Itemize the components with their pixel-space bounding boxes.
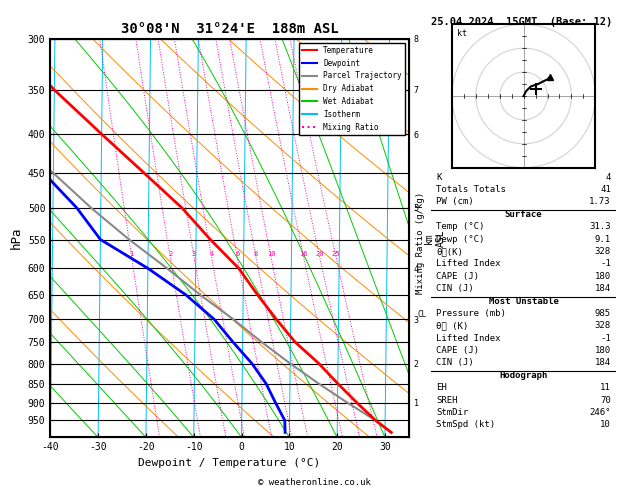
Text: kt: kt — [457, 29, 467, 38]
Text: 70: 70 — [600, 396, 611, 405]
Text: Lifted Index: Lifted Index — [437, 260, 501, 268]
Text: PW (cm): PW (cm) — [437, 197, 474, 207]
Text: 10: 10 — [267, 251, 276, 257]
Text: CAPE (J): CAPE (J) — [437, 346, 479, 355]
Text: 1: 1 — [130, 251, 134, 257]
Text: 180: 180 — [595, 346, 611, 355]
Text: 2: 2 — [168, 251, 172, 257]
Text: Mixing Ratio (g/kg): Mixing Ratio (g/kg) — [416, 192, 425, 294]
Text: 985: 985 — [595, 309, 611, 318]
Text: Most Unstable: Most Unstable — [489, 296, 559, 306]
Text: 6: 6 — [235, 251, 239, 257]
Y-axis label: hPa: hPa — [9, 227, 22, 249]
Text: 9.1: 9.1 — [595, 235, 611, 243]
Text: Lifted Index: Lifted Index — [437, 334, 501, 343]
Text: EH: EH — [437, 383, 447, 392]
Text: θᴇ (K): θᴇ (K) — [437, 321, 469, 330]
Text: CL: CL — [418, 310, 426, 319]
Text: 41: 41 — [600, 185, 611, 194]
Text: 4: 4 — [209, 251, 214, 257]
Text: Dewp (°C): Dewp (°C) — [437, 235, 485, 243]
Text: SREH: SREH — [437, 396, 458, 405]
Text: 3: 3 — [192, 251, 196, 257]
Text: Pressure (mb): Pressure (mb) — [437, 309, 506, 318]
Legend: Temperature, Dewpoint, Parcel Trajectory, Dry Adiabat, Wet Adiabat, Isotherm, Mi: Temperature, Dewpoint, Parcel Trajectory… — [299, 43, 405, 135]
Text: -1: -1 — [600, 260, 611, 268]
Text: Totals Totals: Totals Totals — [437, 185, 506, 194]
Text: Hodograph: Hodograph — [499, 371, 548, 380]
Text: 10: 10 — [600, 420, 611, 430]
Text: 328: 328 — [595, 247, 611, 256]
Text: CAPE (J): CAPE (J) — [437, 272, 479, 281]
Text: 246°: 246° — [589, 408, 611, 417]
Text: StmSpd (kt): StmSpd (kt) — [437, 420, 496, 430]
Text: 1.73: 1.73 — [589, 197, 611, 207]
Text: StmDir: StmDir — [437, 408, 469, 417]
Text: θᴇ(K): θᴇ(K) — [437, 247, 464, 256]
Title: 30°08'N  31°24'E  188m ASL: 30°08'N 31°24'E 188m ASL — [121, 22, 338, 36]
Text: 11: 11 — [600, 383, 611, 392]
Text: 328: 328 — [595, 321, 611, 330]
Text: Surface: Surface — [505, 210, 542, 219]
X-axis label: Dewpoint / Temperature (°C): Dewpoint / Temperature (°C) — [138, 458, 321, 468]
Text: Temp (°C): Temp (°C) — [437, 222, 485, 231]
Y-axis label: km
ASL: km ASL — [425, 229, 446, 247]
Text: 184: 184 — [595, 359, 611, 367]
Text: -1: -1 — [600, 334, 611, 343]
Text: K: K — [437, 173, 442, 182]
Text: CIN (J): CIN (J) — [437, 284, 474, 293]
Text: 31.3: 31.3 — [589, 222, 611, 231]
Text: 8: 8 — [254, 251, 258, 257]
Text: 20: 20 — [315, 251, 324, 257]
Text: 25: 25 — [331, 251, 340, 257]
Text: 184: 184 — [595, 284, 611, 293]
Text: CIN (J): CIN (J) — [437, 359, 474, 367]
Text: 4: 4 — [606, 173, 611, 182]
Text: 25.04.2024  15GMT  (Base: 12): 25.04.2024 15GMT (Base: 12) — [431, 17, 612, 27]
Text: © weatheronline.co.uk: © weatheronline.co.uk — [258, 478, 371, 486]
Text: 16: 16 — [299, 251, 308, 257]
Text: 180: 180 — [595, 272, 611, 281]
